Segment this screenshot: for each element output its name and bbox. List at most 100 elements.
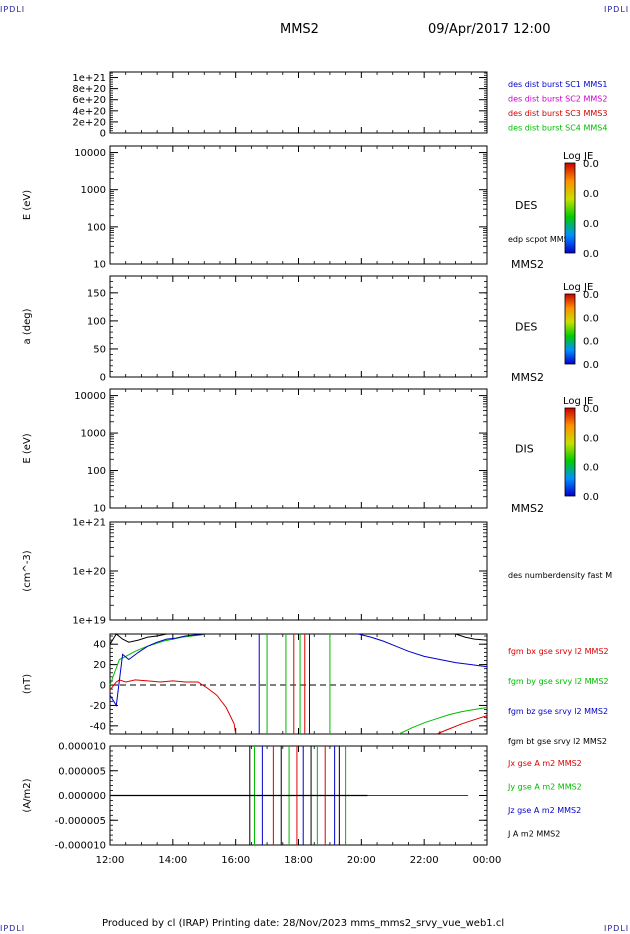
y-tick-label: 1000 [81, 185, 106, 196]
y-tick-label: 0 [100, 129, 106, 140]
colorbar-tick-label: 0.0 [583, 313, 599, 324]
overlay-label: edp scpot MMS2 [508, 235, 574, 244]
series-line-by [109, 633, 205, 686]
colorbar-tick-label: 0.0 [583, 219, 599, 230]
y-tick-label: 1e+19 [72, 616, 106, 627]
x-tick-label: 14:00 [158, 855, 187, 866]
series-line-bt-late [455, 633, 488, 641]
panel-frame-density [109, 521, 488, 621]
y-tick-label: -40 [90, 721, 106, 732]
colorbar-tick-label: 0.0 [583, 337, 599, 348]
colorbar-tick-label: 0.0 [583, 189, 599, 200]
corner-mark-top-left: IPDLI [0, 5, 26, 14]
y-tick-label: 8e+20 [72, 84, 106, 95]
legend-entry: des dist burst SC2 MMS2 [508, 95, 607, 104]
panel-frame-des-energy [109, 145, 488, 265]
y-tick-label: -0.000010 [55, 841, 106, 852]
panel-frame-dis-energy [109, 388, 488, 509]
y-tick-label: 1e+21 [72, 73, 106, 84]
y-tick-label: 6e+20 [72, 95, 106, 106]
colorbar-tick-label: 0.0 [583, 492, 599, 503]
y-tick-label: 0.000005 [58, 766, 106, 777]
x-tick-label: 00:00 [473, 855, 502, 866]
y-tick-label: 0 [100, 373, 106, 384]
x-tick-label: 18:00 [284, 855, 313, 866]
x-tick-label: 22:00 [410, 855, 439, 866]
y-tick-label: -20 [90, 701, 106, 712]
instrument-label: DES [515, 199, 537, 212]
y-tick-label: 2e+20 [72, 117, 106, 128]
spacecraft-label: MMS2 [511, 258, 544, 271]
legend-entry: Jy gse A m2 MMS2 [507, 783, 582, 792]
legend-entry: des dist burst SC1 MMS1 [508, 80, 607, 89]
series-line-bz-late [358, 633, 488, 668]
corner-mark-top-right: IPDLI [604, 5, 630, 14]
y-tick-label: 10 [93, 260, 106, 271]
legend-entry: J A m2 MMS2 [507, 830, 560, 839]
panel-frame-des-pitch [109, 275, 488, 378]
colorbar-title: Log JE [563, 396, 593, 407]
datetime-title: 09/Apr/2017 12:00 [428, 22, 551, 37]
legend-entry: Jz gse A m2 MMS2 [507, 806, 581, 815]
y-tick-label: 10000 [74, 148, 106, 159]
legend-entry: fgm bz gse srvy l2 MMS2 [508, 707, 608, 716]
colorbar [564, 293, 576, 365]
y-tick-label: 1e+21 [72, 518, 106, 529]
y-tick-label: 100 [87, 222, 106, 233]
x-tick-label: 20:00 [347, 855, 376, 866]
y-axis-label: a (deg) [22, 308, 33, 344]
colorbar-tick-label: 0.0 [583, 159, 599, 170]
series-line-bz [109, 633, 205, 707]
colorbar [564, 407, 576, 497]
y-axis-label: E (eV) [22, 190, 33, 220]
legend-entry: fgm bt gse srvy l2 MMS2 [508, 737, 607, 746]
series-line-by-late [398, 707, 488, 735]
colorbar [564, 162, 576, 254]
x-tick-label: 16:00 [221, 855, 250, 866]
y-tick-label: 4e+20 [72, 106, 106, 117]
y-tick-label: 20 [93, 660, 106, 671]
y-axis-label: E (eV) [22, 433, 33, 463]
colorbar-tick-label: 0.0 [583, 360, 599, 371]
panel-frame-des-dist-burst [109, 71, 488, 134]
y-tick-label: 0 [100, 681, 106, 692]
footer-credit: Produced by cl (IRAP) Printing date: 28/… [102, 918, 505, 929]
instrument-label: DES [515, 321, 537, 334]
y-axis-label: (A/m2) [22, 778, 33, 812]
colorbar-tick-label: 0.0 [583, 433, 599, 444]
y-tick-label: 10 [93, 504, 106, 515]
panel-frame-fgm [109, 633, 488, 735]
y-tick-label: 1e+20 [72, 567, 106, 578]
legend-entry: des dist burst SC4 MMS4 [508, 124, 607, 133]
series-line-bt [109, 633, 205, 645]
y-tick-label: 100 [87, 316, 106, 327]
spacecraft-label: MMS2 [511, 371, 544, 384]
colorbar-title: Log JE [563, 151, 593, 162]
colorbar-tick-label: 0.0 [583, 290, 599, 301]
colorbar-tick-label: 0.0 [583, 463, 599, 474]
y-tick-label: 50 [93, 344, 106, 355]
legend-entry: Jx gse A m2 MMS2 [507, 759, 582, 768]
y-axis-label: (nT) [22, 674, 33, 694]
spacecraft-label: MMS2 [511, 502, 544, 515]
colorbar-tick-label: 0.0 [583, 404, 599, 415]
instrument-label: DIS [515, 443, 534, 456]
series-line-bx [109, 679, 237, 735]
spacecraft-title: MMS2 [280, 22, 319, 37]
y-tick-label: -0.000005 [55, 816, 106, 827]
y-tick-label: 100 [87, 466, 106, 477]
legend-entry: fgm by gse srvy l2 MMS2 [508, 677, 609, 686]
y-tick-label: 0.000010 [58, 742, 106, 753]
x-tick-label: 12:00 [96, 855, 125, 866]
corner-mark-bottom-right: IPDLI [604, 924, 630, 933]
colorbar-title: Log JE [563, 282, 593, 293]
y-tick-label: 1000 [81, 429, 106, 440]
legend-entry: des dist burst SC3 MMS3 [508, 109, 607, 118]
corner-mark-bottom-left: IPDLI [0, 924, 26, 933]
y-tick-label: 0.000000 [58, 791, 106, 802]
y-axis-label: (cm^-3) [22, 550, 33, 591]
legend-entry: fgm bx gse srvy l2 MMS2 [508, 647, 609, 656]
y-tick-label: 10000 [74, 391, 106, 402]
legend-entry: des numberdensity fast M [508, 571, 612, 580]
